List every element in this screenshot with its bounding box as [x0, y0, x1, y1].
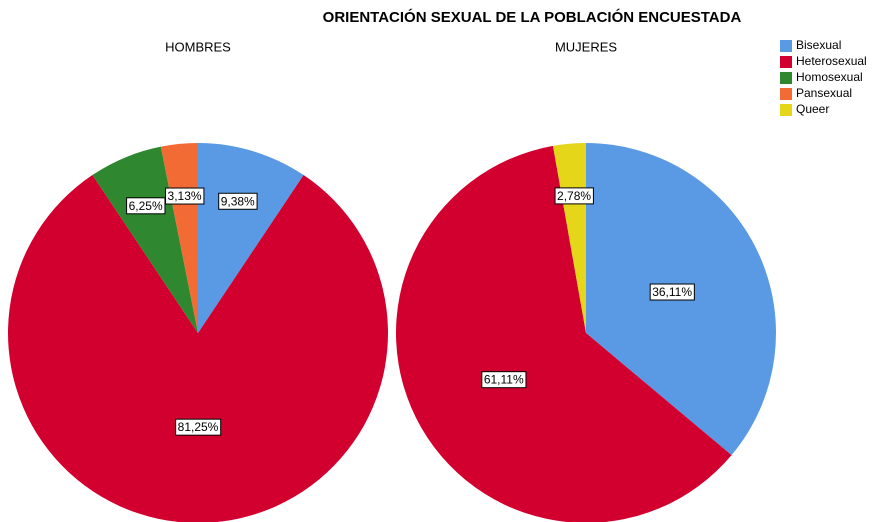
data-label-box: [481, 371, 527, 389]
legend-swatch: [780, 72, 792, 84]
legend-label: Heterosexual: [796, 54, 867, 68]
data-label-text: 9,38%: [221, 194, 255, 208]
data-label: 9,38%: [218, 192, 258, 210]
legend-label: Pansexual: [796, 86, 852, 100]
pie-slice: [92, 146, 198, 333]
data-label-text: 36,11%: [652, 285, 692, 299]
data-label-text: 6,25%: [129, 199, 163, 213]
data-label-text: 2,78%: [557, 189, 591, 203]
data-label-text: 81,25%: [178, 420, 219, 434]
data-label: 6,25%: [126, 197, 166, 215]
legend-swatch: [780, 88, 792, 100]
legend-label: Bisexual: [796, 38, 841, 52]
legend-swatch: [780, 56, 792, 68]
data-label: 3,13%: [165, 187, 205, 205]
data-label-box: [218, 192, 258, 210]
data-label: 2,78%: [554, 187, 594, 205]
pie-slice: [396, 145, 732, 522]
data-label-text: 3,13%: [168, 189, 202, 203]
pie-title: MUJERES: [555, 39, 617, 54]
data-label-box: [175, 418, 222, 436]
legend-label: Queer: [796, 102, 829, 116]
legend-swatch: [780, 40, 792, 52]
chart-title: ORIENTACIÓN SEXUAL DE LA POBLACIÓN ENCUE…: [323, 8, 742, 26]
legend-label: Homosexual: [796, 70, 863, 84]
data-label: 36,11%: [649, 283, 695, 301]
data-label-box: [165, 187, 205, 205]
pie-slice: [8, 175, 388, 522]
pie-slice: [198, 143, 304, 333]
legend-swatch: [780, 104, 792, 116]
pie-title: HOMBRES: [165, 39, 231, 54]
data-label: 61,11%: [481, 371, 527, 389]
data-label-box: [649, 283, 695, 301]
data-label-box: [126, 197, 166, 215]
data-label: 81,25%: [175, 418, 222, 436]
data-label-box: [554, 187, 594, 205]
data-label-text: 61,11%: [484, 373, 524, 387]
